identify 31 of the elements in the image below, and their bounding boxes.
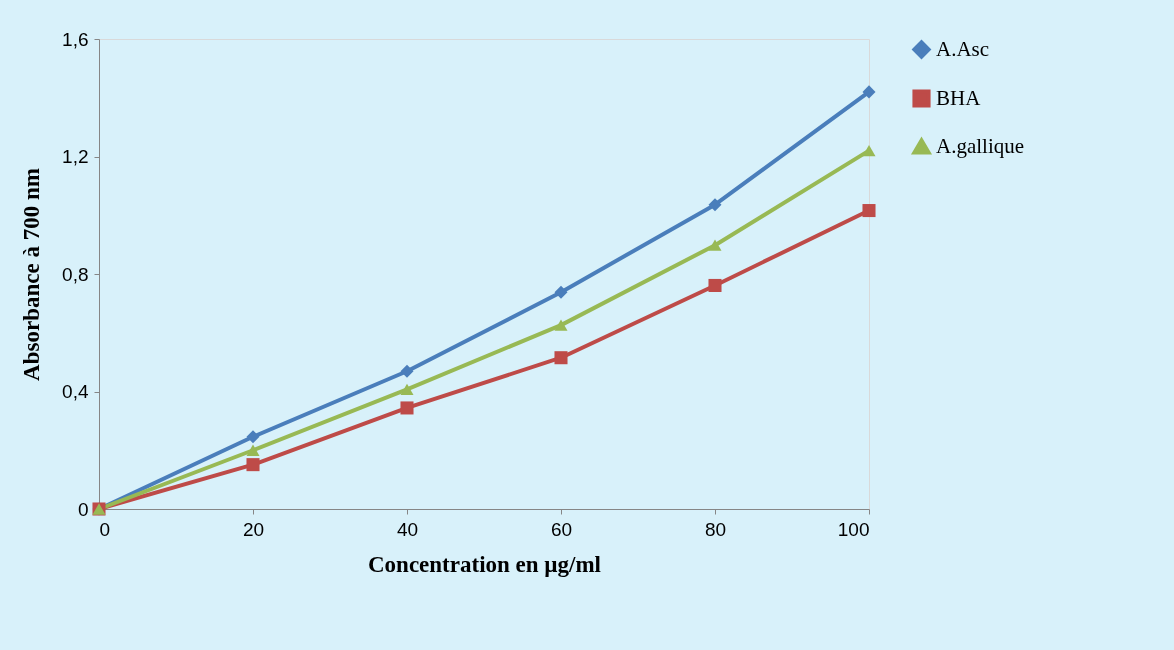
x-tick-label: 20 (242, 518, 265, 540)
y-tick-label: 0,4 (62, 381, 89, 402)
legend-label: A.Asc (936, 36, 990, 61)
y-tick-label: 0 (77, 498, 89, 520)
x-tick-label: 100 (837, 518, 870, 540)
point (862, 85, 876, 99)
y-tick-label: 1,2 (62, 146, 89, 167)
point (554, 351, 568, 365)
point (708, 198, 722, 212)
point (862, 144, 876, 157)
point (708, 239, 722, 251)
x-tick-label: 40 (396, 518, 419, 540)
y-tick-label: 0,8 (62, 263, 89, 285)
point (708, 278, 722, 292)
point (554, 285, 568, 299)
x-tick-label: 0 (99, 518, 111, 540)
point (246, 444, 260, 456)
point (246, 430, 260, 444)
y-axis-title: Absorbance à 700 nm (19, 168, 45, 381)
x-axis-title: Concentration en µg/ml (367, 551, 602, 577)
point (862, 204, 876, 218)
point (400, 364, 414, 378)
legend-label: BHA (936, 85, 982, 110)
point (400, 383, 414, 396)
y-tick-label: 1,6 (62, 28, 89, 50)
point (400, 401, 414, 415)
legend-label: A.gallique (936, 133, 1025, 158)
x-tick-label: 60 (550, 518, 573, 540)
point (246, 458, 260, 472)
x-tick-label: 80 (704, 518, 727, 540)
point (554, 319, 568, 331)
